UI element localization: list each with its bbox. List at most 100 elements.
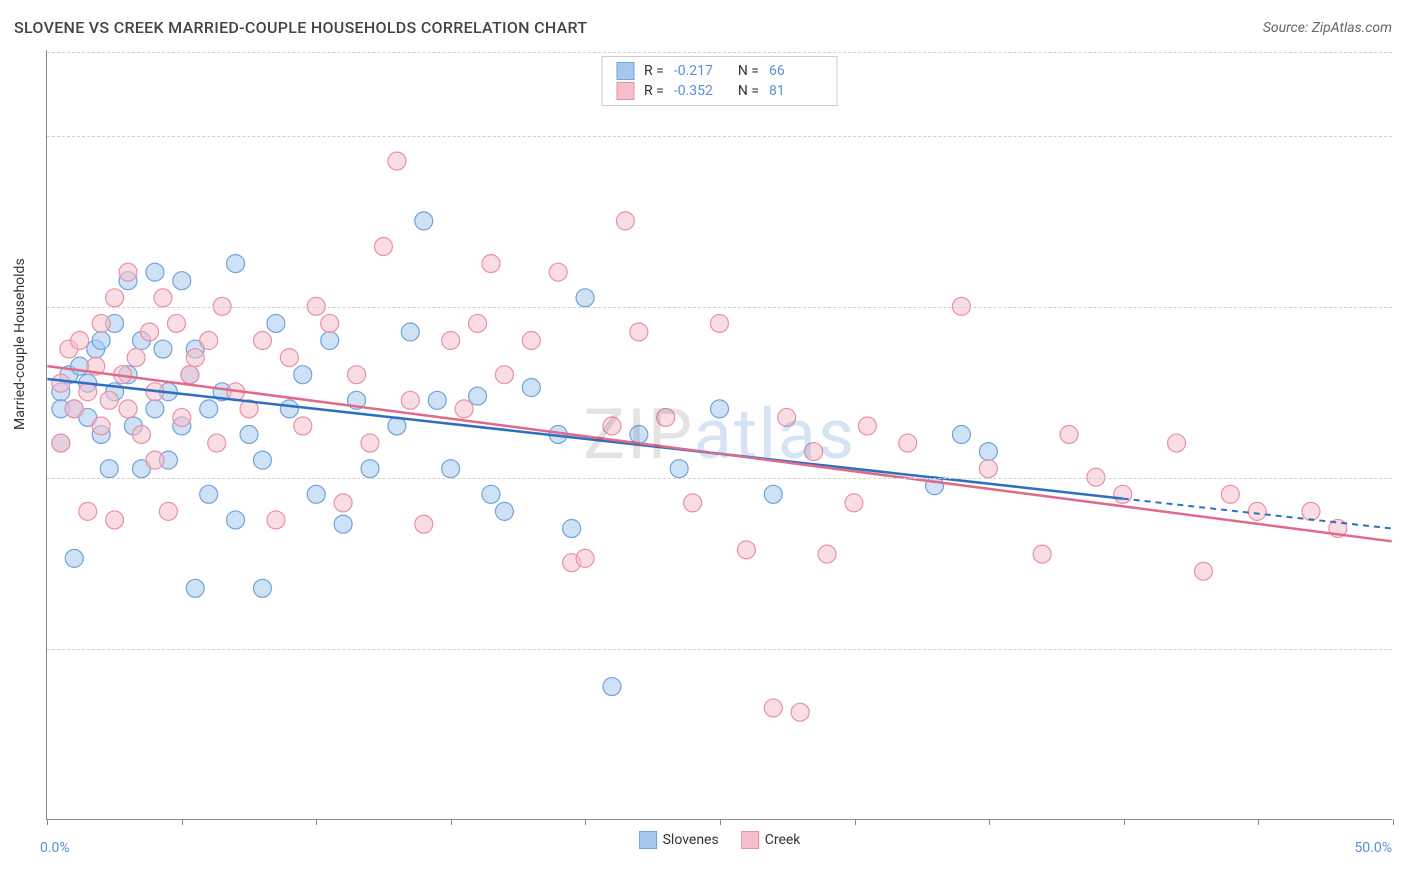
data-point bbox=[253, 579, 271, 597]
x-tick bbox=[182, 819, 183, 825]
chart-header: SLOVENE VS CREEK MARRIED-COUPLE HOUSEHOL… bbox=[14, 18, 1392, 37]
data-point bbox=[361, 460, 379, 478]
data-point bbox=[818, 545, 836, 563]
data-point bbox=[388, 152, 406, 170]
data-point bbox=[711, 400, 729, 418]
data-point bbox=[267, 314, 285, 332]
gridline bbox=[47, 136, 1392, 137]
x-tick bbox=[720, 819, 721, 825]
x-tick bbox=[47, 819, 48, 825]
data-point bbox=[92, 314, 110, 332]
x-tick bbox=[316, 819, 317, 825]
data-point bbox=[778, 408, 796, 426]
data-point bbox=[576, 289, 594, 307]
data-point bbox=[106, 511, 124, 529]
data-point bbox=[146, 451, 164, 469]
data-point bbox=[630, 323, 648, 341]
x-axis-label-min: 0.0% bbox=[40, 840, 70, 856]
data-point bbox=[65, 549, 83, 567]
trend-line bbox=[47, 366, 1391, 541]
data-point bbox=[603, 417, 621, 435]
data-point bbox=[321, 314, 339, 332]
legend-n-label: N = bbox=[738, 63, 759, 79]
data-point bbox=[563, 520, 581, 538]
data-point bbox=[1168, 434, 1186, 452]
data-point bbox=[899, 434, 917, 452]
data-point bbox=[805, 443, 823, 461]
data-point bbox=[482, 485, 500, 503]
data-point bbox=[442, 460, 460, 478]
data-point bbox=[100, 460, 118, 478]
data-point bbox=[154, 340, 172, 358]
x-tick bbox=[1393, 819, 1394, 825]
gridline bbox=[47, 649, 1392, 650]
data-point bbox=[442, 332, 460, 350]
data-point bbox=[227, 255, 245, 273]
data-point bbox=[670, 460, 688, 478]
data-point bbox=[428, 391, 446, 409]
data-point bbox=[173, 272, 191, 290]
data-point bbox=[227, 511, 245, 529]
data-point bbox=[858, 417, 876, 435]
data-point bbox=[186, 579, 204, 597]
data-point bbox=[100, 391, 118, 409]
data-point bbox=[294, 417, 312, 435]
y-axis-label: Married-couple Households bbox=[12, 258, 28, 430]
data-point bbox=[482, 255, 500, 273]
legend-r-label: R = bbox=[644, 63, 664, 79]
data-point bbox=[1302, 502, 1320, 520]
data-point bbox=[52, 374, 70, 392]
gridline bbox=[47, 307, 1392, 308]
data-point bbox=[415, 515, 433, 533]
data-point bbox=[92, 332, 110, 350]
data-point bbox=[119, 400, 137, 418]
data-point bbox=[737, 541, 755, 559]
chart-title: SLOVENE VS CREEK MARRIED-COUPLE HOUSEHOL… bbox=[14, 18, 587, 37]
data-point bbox=[79, 383, 97, 401]
data-point bbox=[979, 460, 997, 478]
legend-n-value-creek: 81 bbox=[769, 83, 823, 99]
swatch-creek bbox=[616, 82, 634, 100]
data-point bbox=[159, 502, 177, 520]
data-point bbox=[415, 212, 433, 230]
legend-n-label: N = bbox=[738, 83, 759, 99]
data-point bbox=[522, 332, 540, 350]
legend-stats-row-creek: R = -0.352 N = 81 bbox=[616, 81, 823, 101]
data-point bbox=[307, 485, 325, 503]
data-point bbox=[173, 408, 191, 426]
x-tick bbox=[1258, 819, 1259, 825]
data-point bbox=[1033, 545, 1051, 563]
data-point bbox=[294, 366, 312, 384]
data-point bbox=[764, 485, 782, 503]
data-point bbox=[469, 314, 487, 332]
gridline bbox=[47, 478, 1392, 479]
data-point bbox=[1248, 502, 1266, 520]
swatch-slovenes-bottom bbox=[639, 831, 657, 849]
data-point bbox=[280, 400, 298, 418]
data-point bbox=[321, 332, 339, 350]
data-point bbox=[334, 494, 352, 512]
data-point bbox=[711, 314, 729, 332]
legend-label-creek: Creek bbox=[765, 832, 801, 848]
data-point bbox=[469, 387, 487, 405]
data-point bbox=[208, 434, 226, 452]
data-point bbox=[119, 263, 137, 281]
data-point bbox=[71, 357, 89, 375]
swatch-slovenes bbox=[616, 62, 634, 80]
legend-stats: R = -0.217 N = 66 R = -0.352 N = 81 bbox=[601, 56, 838, 106]
data-point bbox=[401, 323, 419, 341]
x-tick bbox=[989, 819, 990, 825]
data-point bbox=[146, 400, 164, 418]
data-point bbox=[616, 212, 634, 230]
data-point bbox=[374, 238, 392, 256]
data-point bbox=[684, 494, 702, 512]
plot-area: ZIPatlas R = -0.217 N = 66 R = -0.352 N … bbox=[46, 50, 1392, 820]
data-point bbox=[106, 289, 124, 307]
data-point bbox=[401, 391, 419, 409]
data-point bbox=[657, 408, 675, 426]
data-point bbox=[764, 699, 782, 717]
data-point bbox=[181, 366, 199, 384]
x-tick bbox=[585, 819, 586, 825]
data-point bbox=[65, 400, 83, 418]
data-point bbox=[1221, 485, 1239, 503]
